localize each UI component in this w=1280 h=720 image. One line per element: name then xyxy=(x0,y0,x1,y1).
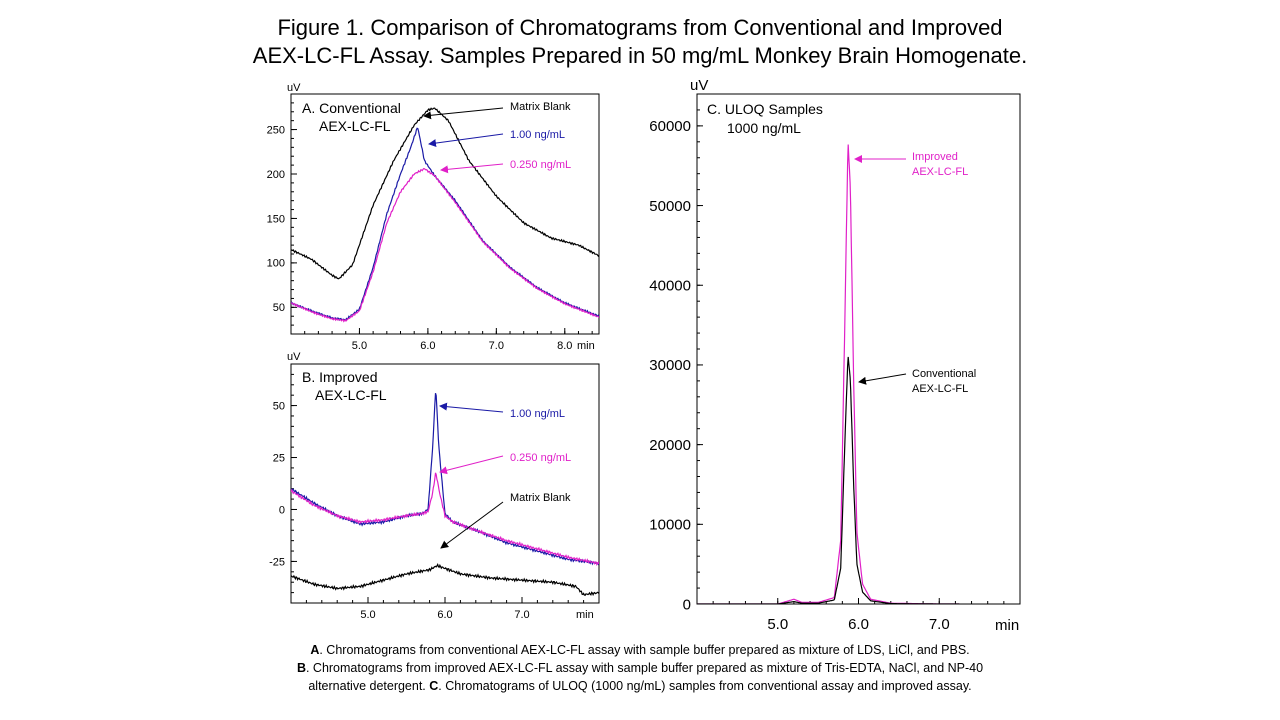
panel-a-x-unit: min xyxy=(577,340,595,352)
panel-b-x-tick-label: 6.0 xyxy=(437,609,452,621)
panel-a-x-tick-label: 5.0 xyxy=(352,340,367,352)
panel-a-series-0-250-ng-ml xyxy=(291,167,599,323)
panel-c-y-tick-label: 20000 xyxy=(649,437,691,454)
panel-a-y-tick-label: 200 xyxy=(267,169,285,181)
panel-a-frame xyxy=(290,93,600,335)
panel-c-x-tick-label: 5.0 xyxy=(767,616,788,633)
panel-c-series-conventional-aex-lc-fl xyxy=(697,356,960,604)
panel-c-x-unit: min xyxy=(995,617,1019,634)
panel-b-x-tick-label: 7.0 xyxy=(514,609,529,621)
panel-c-y-tick-label: 10000 xyxy=(649,517,691,534)
panel-b-x-tick-label: 5.0 xyxy=(360,609,375,621)
panel-b-y-tick-label: 0 xyxy=(279,504,285,516)
panel-a-label-line-1: A. Conventional xyxy=(302,100,401,116)
figure-caption: A. Chromatograms from conventional AEX-L… xyxy=(0,641,1280,695)
panel-b-ticks: 5.0 6.0 7.0 -25 0 25 50 xyxy=(269,363,600,621)
figure-title-line-1: Figure 1. Comparison of Chromatograms fr… xyxy=(277,15,1003,40)
panel-c-annot-improved-1: Improved xyxy=(912,151,958,163)
panel-a-arrow-0250ng xyxy=(440,163,504,174)
panel-c-x-tick-label: 7.0 xyxy=(929,616,950,633)
panel-b-y-tick-label: 25 xyxy=(273,452,285,464)
panel-c-series xyxy=(697,144,960,604)
panel-a-arrow-1ng xyxy=(428,133,504,148)
panel-c-x-tick-label: 6.0 xyxy=(848,616,869,633)
panel-a-y-tick-label: 100 xyxy=(267,258,285,270)
panel-a-series-1-00-ng-ml xyxy=(291,127,599,322)
panel-a-x-tick-label: 7.0 xyxy=(489,340,504,352)
caption-b-text-cont: alternative detergent. xyxy=(308,679,430,693)
caption-c-letter: C xyxy=(429,679,439,693)
panel-a-y-tick-label: 250 xyxy=(267,124,285,136)
panel-c-label-line-2: 1000 ng/mL xyxy=(727,120,801,136)
caption-c-text: . Chromatograms of ULOQ (1000 ng/mL) sam… xyxy=(438,679,972,693)
panel-c-y-unit: uV xyxy=(690,77,708,94)
figure-title-line-2: AEX-LC-FL Assay. Samples Prepared in 50 … xyxy=(252,43,1028,68)
caption-a-text: . Chromatograms from conventional AEX-LC… xyxy=(319,643,970,657)
panel-c-y-tick-label: 30000 xyxy=(649,357,691,374)
panel-a-annot-1ng: 1.00 ng/mL xyxy=(510,129,565,141)
panel-a-y-unit: uV xyxy=(287,82,301,94)
panel-b-y-unit: uV xyxy=(287,351,301,363)
panel-a-ticks: 5.0 6.0 7.0 8.0 50 100 150 200 250 xyxy=(267,93,593,352)
panel-c-arrow-conventional xyxy=(858,373,907,385)
panel-a-annot-matrix-blank: Matrix Blank xyxy=(510,101,571,113)
panel-a-arrow-matrix-blank xyxy=(423,107,504,120)
caption-line-a: A. Chromatograms from conventional AEX-L… xyxy=(0,641,1280,659)
panel-c-label-line-1: C. ULOQ Samples xyxy=(707,101,823,117)
panel-a-series xyxy=(291,107,599,323)
panel-b-series xyxy=(291,393,599,597)
panel-b-arrow-1ng xyxy=(439,402,504,413)
caption-line-c: alternative detergent. C. Chromatograms … xyxy=(0,677,1280,695)
panel-c-frame xyxy=(696,93,1021,605)
panel-b-annot-1ng: 1.00 ng/mL xyxy=(510,408,565,420)
panel-b-y-tick-label: 50 xyxy=(273,400,285,412)
panel-b-label-line-2: AEX-LC-FL xyxy=(315,387,387,403)
figure-title: Figure 1. Comparison of Chromatograms fr… xyxy=(0,14,1280,70)
panel-c-y-tick-label: 40000 xyxy=(649,278,691,295)
panel-b-arrow-0250ng xyxy=(439,455,504,475)
panel-b-series-0-250-ng-ml xyxy=(291,472,599,566)
caption-b-text: . Chromatograms from improved AEX-LC-FL … xyxy=(305,661,984,675)
panel-b-series-matrix-blank xyxy=(291,563,599,597)
panel-c: uV 5.0 6.0 7.0 0 10000 20000 30000 40000 50000 60… xyxy=(649,77,1021,634)
panel-a-annot-0250ng: 0.250 ng/mL xyxy=(510,159,571,171)
panel-a: uV 5.0 6.0 7.0 8.0 50 100 150 200 250 min A. Con… xyxy=(267,82,600,352)
panel-c-annot-conventional-1: Conventional xyxy=(912,368,976,380)
panel-a-label-line-2: AEX-LC-FL xyxy=(319,118,391,134)
caption-line-b: B. Chromatograms from improved AEX-LC-FL… xyxy=(0,659,1280,677)
panel-b-annot-matrix-blank: Matrix Blank xyxy=(510,492,571,504)
panel-b-arrow-matrix-blank xyxy=(440,501,504,549)
panel-c-y-tick-label: 0 xyxy=(683,596,691,613)
panel-c-ticks: 5.0 6.0 7.0 0 10000 20000 30000 40000 50000 60000 xyxy=(649,93,1021,633)
panel-c-y-tick-label: 50000 xyxy=(649,198,691,215)
panel-a-y-tick-label: 50 xyxy=(273,302,285,314)
panel-a-series-matrix-blank xyxy=(291,107,599,280)
caption-a-letter: A xyxy=(310,643,320,657)
panel-a-x-tick-label: 6.0 xyxy=(420,340,435,352)
panel-c-annot-conventional-2: AEX-LC-FL xyxy=(912,383,968,395)
panel-b: uV 5.0 6.0 7.0 -25 0 25 50 min B. Improved AEX… xyxy=(269,351,600,621)
panel-b-label-line-1: B. Improved xyxy=(302,369,377,385)
panel-c-annot-improved-2: AEX-LC-FL xyxy=(912,166,968,178)
panel-c-y-tick-label: 60000 xyxy=(649,118,691,135)
panel-a-y-tick-label: 150 xyxy=(267,213,285,225)
panel-b-y-tick-label: -25 xyxy=(269,556,285,568)
panel-b-annot-0250ng: 0.250 ng/mL xyxy=(510,452,571,464)
panel-a-x-tick-label: 8.0 xyxy=(557,340,572,352)
caption-b-letter: B xyxy=(296,661,306,675)
panel-b-x-unit: min xyxy=(576,609,594,621)
